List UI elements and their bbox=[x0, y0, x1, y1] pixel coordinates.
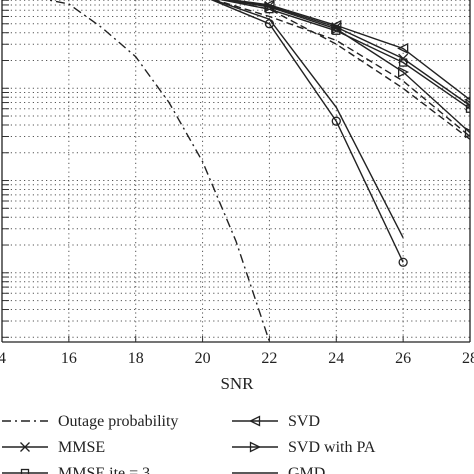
series-line bbox=[222, 0, 470, 134]
legend-entry: Outage probability bbox=[2, 413, 178, 430]
legend-entry: GMD bbox=[232, 465, 325, 474]
x-tick-label: 22 bbox=[261, 350, 277, 367]
series-6 bbox=[213, 0, 470, 138]
triangle-right-marker bbox=[249, 441, 261, 453]
legend-label: MMSE ite = 3 bbox=[58, 465, 150, 474]
circle-marker bbox=[331, 116, 341, 126]
series-line bbox=[210, 0, 404, 263]
grid-lines bbox=[1, 0, 471, 342]
x-tick-label: 24 bbox=[328, 350, 344, 367]
triangle-right-marker bbox=[331, 23, 343, 35]
plot-frame bbox=[1, 0, 471, 343]
series-line bbox=[227, 0, 470, 101]
legend-entry: SVD bbox=[232, 413, 320, 430]
series-line bbox=[224, 0, 470, 107]
triangle-right-marker bbox=[397, 66, 410, 78]
series-7 bbox=[222, 0, 470, 140]
triangle-right-marker bbox=[264, 1, 276, 13]
legend-label: SVD bbox=[288, 413, 320, 430]
series-5 bbox=[222, 0, 470, 139]
x-tick-label: 20 bbox=[195, 350, 211, 367]
x-tick-label: 28 bbox=[462, 350, 474, 367]
x-tick-label: 26 bbox=[395, 350, 411, 367]
series-1 bbox=[45, 0, 271, 342]
square-marker bbox=[465, 104, 470, 113]
legend-label: GMD bbox=[288, 465, 325, 474]
x-axis-label: SNR bbox=[220, 374, 254, 393]
legend-label: MMSE bbox=[58, 439, 105, 456]
series-9 bbox=[211, 0, 404, 239]
series-line bbox=[213, 0, 470, 138]
series-line bbox=[211, 0, 404, 239]
x-tick-label: 16 bbox=[61, 350, 77, 367]
series-line bbox=[45, 0, 271, 342]
legend-label: Outage probability bbox=[58, 413, 178, 430]
legend-entry: SVD with PA bbox=[232, 439, 376, 456]
triangle-left-marker bbox=[330, 19, 342, 31]
square-marker bbox=[20, 468, 30, 474]
x-tick-label: 18 bbox=[128, 350, 144, 367]
square-marker bbox=[398, 58, 408, 67]
legend-entry: MMSE ite = 3 bbox=[2, 465, 150, 474]
legend-label: SVD with PA bbox=[288, 439, 376, 456]
circle-marker bbox=[398, 257, 408, 267]
series-3 bbox=[219, 0, 470, 113]
legend-entry: MMSE bbox=[2, 439, 105, 456]
x-tick-labels: 4 16 18 20 22 24 26 28 bbox=[0, 350, 474, 367]
triangle-left-marker bbox=[249, 415, 261, 427]
legend: Outage probability SVD MMSE SVD with PA MMSE… bbox=[2, 413, 376, 474]
x-tick-label: 4 bbox=[0, 350, 6, 367]
series-line bbox=[222, 0, 470, 140]
series-group bbox=[45, 0, 470, 342]
x-marker bbox=[20, 442, 30, 452]
triangle-left-marker bbox=[397, 42, 409, 55]
